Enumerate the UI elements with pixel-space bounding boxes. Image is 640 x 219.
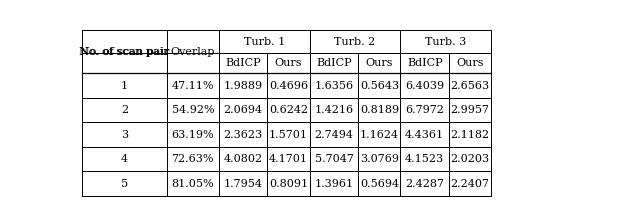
Text: 0.8189: 0.8189 xyxy=(360,105,399,115)
Text: 6.7972: 6.7972 xyxy=(405,105,444,115)
Text: 1.9889: 1.9889 xyxy=(223,81,263,91)
Text: 0.5694: 0.5694 xyxy=(360,178,399,189)
Text: 81.05%: 81.05% xyxy=(172,178,214,189)
Text: 6.4039: 6.4039 xyxy=(405,81,444,91)
Text: BdICP: BdICP xyxy=(407,58,442,68)
Text: 0.5643: 0.5643 xyxy=(360,81,399,91)
Text: Ours: Ours xyxy=(365,58,393,68)
Text: BdICP: BdICP xyxy=(316,58,352,68)
Text: 2.7494: 2.7494 xyxy=(314,130,353,140)
Text: 0.4696: 0.4696 xyxy=(269,81,308,91)
Text: 63.19%: 63.19% xyxy=(172,130,214,140)
Text: BdICP: BdICP xyxy=(225,58,261,68)
Text: 2.2407: 2.2407 xyxy=(451,178,490,189)
Text: 4.1523: 4.1523 xyxy=(405,154,444,164)
Text: Overlap: Overlap xyxy=(171,47,215,57)
Text: 4.4361: 4.4361 xyxy=(405,130,444,140)
Text: 1.7954: 1.7954 xyxy=(224,178,262,189)
Text: 2.9957: 2.9957 xyxy=(451,105,490,115)
Text: 1.3961: 1.3961 xyxy=(314,178,353,189)
Text: 0.6242: 0.6242 xyxy=(269,105,308,115)
Text: Turb. 2: Turb. 2 xyxy=(335,37,376,47)
Text: 2.6563: 2.6563 xyxy=(451,81,490,91)
Text: 1.6356: 1.6356 xyxy=(314,81,353,91)
Text: 2.0203: 2.0203 xyxy=(451,154,490,164)
Text: 1.1624: 1.1624 xyxy=(360,130,399,140)
Text: 2: 2 xyxy=(121,105,128,115)
Text: 1: 1 xyxy=(121,81,128,91)
Text: Ours: Ours xyxy=(456,58,484,68)
Text: 4: 4 xyxy=(121,154,128,164)
Text: 0.8091: 0.8091 xyxy=(269,178,308,189)
Text: 3: 3 xyxy=(121,130,128,140)
Text: Turb. 3: Turb. 3 xyxy=(425,37,467,47)
Text: 2.4287: 2.4287 xyxy=(405,178,444,189)
Text: No. of scan pair: No. of scan pair xyxy=(80,47,170,57)
Text: Turb. 1: Turb. 1 xyxy=(244,37,285,47)
Text: 1.5701: 1.5701 xyxy=(269,130,308,140)
Text: 4.0802: 4.0802 xyxy=(223,154,263,164)
Text: No. of scan pair: No. of scan pair xyxy=(79,47,168,57)
Text: 4.1701: 4.1701 xyxy=(269,154,308,164)
Text: 1.4216: 1.4216 xyxy=(314,105,353,115)
Text: 2.3623: 2.3623 xyxy=(223,130,263,140)
Text: 54.92%: 54.92% xyxy=(172,105,214,115)
Text: 2.1182: 2.1182 xyxy=(451,130,490,140)
Text: Ours: Ours xyxy=(275,58,302,68)
Text: 47.11%: 47.11% xyxy=(172,81,214,91)
Text: 72.63%: 72.63% xyxy=(172,154,214,164)
Text: 2.0694: 2.0694 xyxy=(223,105,263,115)
Text: 3.0769: 3.0769 xyxy=(360,154,399,164)
Text: 5.7047: 5.7047 xyxy=(314,154,353,164)
Text: 5: 5 xyxy=(121,178,128,189)
